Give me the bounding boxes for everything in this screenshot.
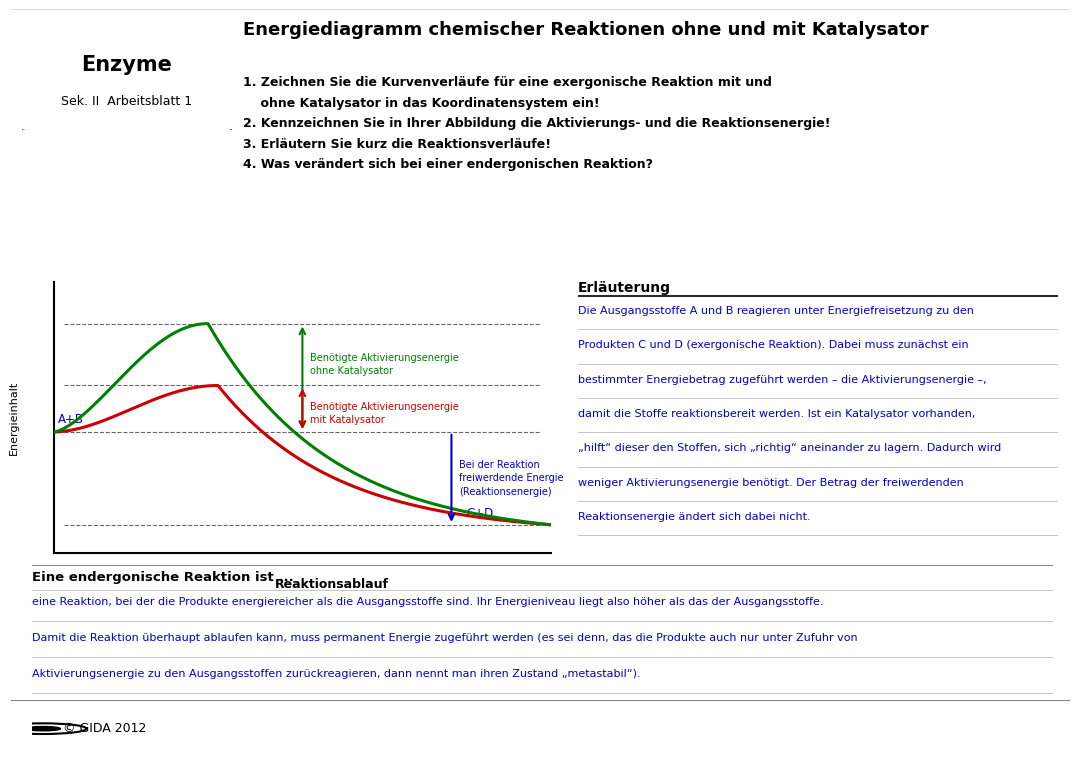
Text: eine Reaktion, bei der die Produkte energiereicher als die Ausgangsstoffe sind. : eine Reaktion, bei der die Produkte ener… — [32, 597, 824, 607]
Text: Produkten C und D (exergonische Reaktion). Dabei muss zunächst ein: Produkten C und D (exergonische Reaktion… — [578, 340, 969, 350]
Text: A+B: A+B — [58, 414, 84, 427]
Text: weniger Aktivierungsenergie benötigt. Der Betrag der freiwerdenden: weniger Aktivierungsenergie benötigt. De… — [578, 478, 963, 488]
Text: Enzyme: Enzyme — [81, 55, 173, 76]
Text: 1. Zeichnen Sie die Kurvenverläufe für eine exergonische Reaktion mit und
    oh: 1. Zeichnen Sie die Kurvenverläufe für e… — [243, 76, 831, 172]
Text: C+D: C+D — [467, 507, 494, 520]
Text: Benötigte Aktivierungsenergie
ohne Katalysator: Benötigte Aktivierungsenergie ohne Katal… — [310, 353, 459, 376]
Text: „hilft“ dieser den Stoffen, sich „richtig“ aneinander zu lagern. Dadurch wird: „hilft“ dieser den Stoffen, sich „richti… — [578, 443, 1001, 453]
Text: Energieinhalt: Energieinhalt — [10, 381, 19, 455]
Circle shape — [26, 726, 60, 731]
Text: Reaktionsenergie ändert sich dabei nicht.: Reaktionsenergie ändert sich dabei nicht… — [578, 512, 810, 522]
Text: Damit die Reaktion überhaupt ablaufen kann, muss permanent Energie zugeführt wer: Damit die Reaktion überhaupt ablaufen ka… — [32, 633, 858, 643]
Text: Eine endergonische Reaktion ist ...: Eine endergonische Reaktion ist ... — [32, 571, 294, 584]
FancyBboxPatch shape — [17, 28, 237, 132]
Text: Sek. II  Arbeitsblatt 1: Sek. II Arbeitsblatt 1 — [62, 95, 192, 108]
Text: Energiediagramm chemischer Reaktionen ohne und mit Katalysator: Energiediagramm chemischer Reaktionen oh… — [243, 21, 929, 40]
Text: Aktivierungsenergie zu den Ausgangsstoffen zurückreagieren, dann nennt man ihren: Aktivierungsenergie zu den Ausgangsstoff… — [32, 669, 642, 679]
Text: damit die Stoffe reaktionsbereit werden. Ist ein Katalysator vorhanden,: damit die Stoffe reaktionsbereit werden.… — [578, 409, 975, 419]
Text: © GIDA 2012: © GIDA 2012 — [63, 722, 146, 736]
Text: Bei der Reaktion
freiwerdende Energie
(Reaktionsenergie): Bei der Reaktion freiwerdende Energie (R… — [459, 460, 564, 497]
Text: Erläuterung: Erläuterung — [578, 282, 671, 295]
Text: bestimmter Energiebetrag zugeführt werden – die Aktivierungsenergie –,: bestimmter Energiebetrag zugeführt werde… — [578, 375, 986, 385]
Text: Die Ausgangsstoffe A und B reagieren unter Energiefreisetzung zu den: Die Ausgangsstoffe A und B reagieren unt… — [578, 306, 974, 316]
Text: Benötigte Aktivierungsenergie
mit Katalysator: Benötigte Aktivierungsenergie mit Kataly… — [310, 402, 459, 426]
Text: Reaktionsablauf: Reaktionsablauf — [275, 578, 389, 591]
